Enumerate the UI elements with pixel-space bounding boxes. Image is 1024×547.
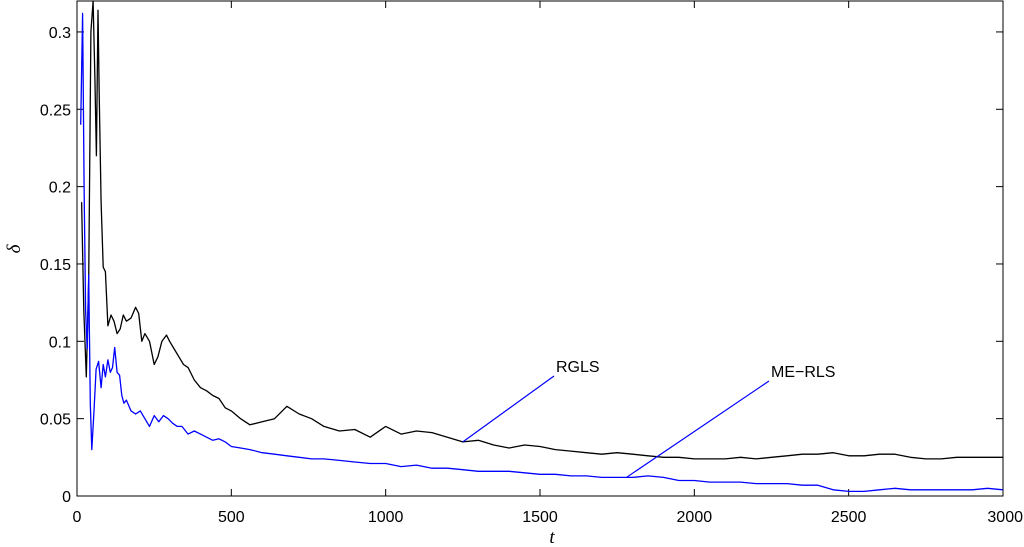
y-tick-label: 0.2 <box>49 180 71 197</box>
series-layer <box>80 0 1004 493</box>
x-tick-label: 2500 <box>831 509 867 526</box>
annotation-label: RGLS <box>556 359 600 376</box>
x-axis-ticks: 0 500 1000 1500 2000 2500 3000 <box>73 1 1023 526</box>
x-tick-label: 500 <box>218 509 245 526</box>
x-tick-label: 2000 <box>677 509 713 526</box>
plot-frame <box>76 0 1004 497</box>
x-tick-label: 0 <box>73 509 82 526</box>
x-tick-label: 3000 <box>987 509 1023 526</box>
x-tick-label: 1500 <box>522 509 558 526</box>
series-line-rgls <box>80 0 1003 460</box>
y-tick-label: 0.15 <box>40 257 71 274</box>
annotation-label: ME−RLS <box>771 364 835 381</box>
y-tick-label: 0.3 <box>49 25 71 42</box>
annotation-layer: RGLS ME−RLS <box>462 359 835 478</box>
series-line-me-rls <box>80 12 1004 493</box>
y-tick-label: 0.25 <box>40 102 71 119</box>
y-tick-label: 0.05 <box>40 412 71 429</box>
y-axis-ticks: 0 0.05 0.1 0.15 0.2 0.25 0.3 <box>40 25 1003 506</box>
x-axis-title: t <box>549 527 555 547</box>
annotation-leader-line <box>626 380 770 478</box>
y-axis-title: δ <box>4 243 25 253</box>
x-tick-label: 1000 <box>368 509 404 526</box>
y-tick-label: 0 <box>62 489 71 506</box>
annotation-leader-line <box>462 375 555 443</box>
y-tick-label: 0.1 <box>49 334 71 351</box>
